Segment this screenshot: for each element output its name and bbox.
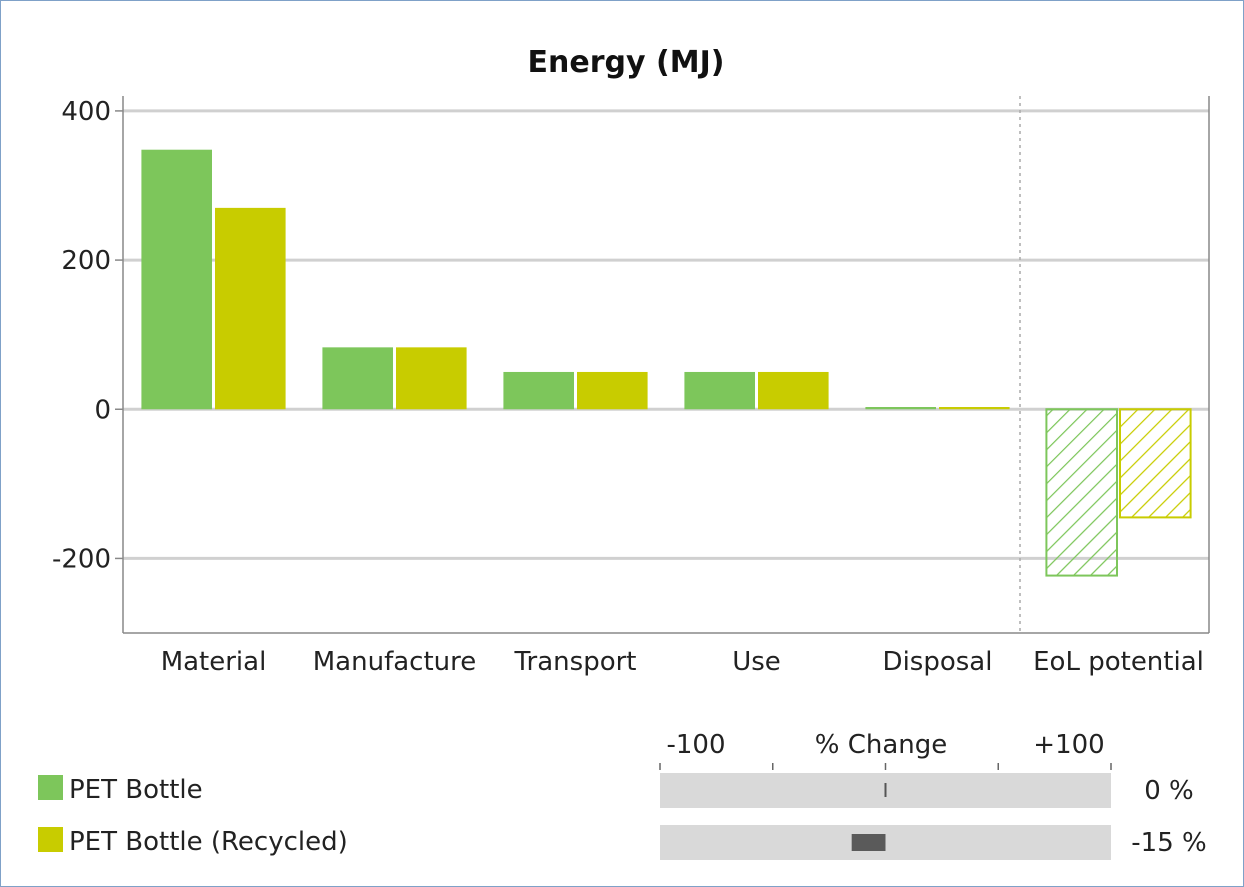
bar-use-series-1 xyxy=(758,371,829,410)
bar-manufacture-series-1 xyxy=(396,347,467,410)
legend: PET Bottle PET Bottle (Recycled) xyxy=(38,775,348,857)
bar-disposal-series-1 xyxy=(939,407,1010,410)
bar-transport-series-1 xyxy=(577,371,648,410)
ytick-label-3: 400 xyxy=(61,97,111,127)
ytick-label-1: 0 xyxy=(94,395,111,425)
bar-eol-potential-series-1 xyxy=(1119,408,1192,519)
xcat-label-3: Use xyxy=(732,647,781,677)
grid xyxy=(123,96,1209,633)
bars xyxy=(141,149,1192,577)
legend-swatch-pet-bottle xyxy=(38,775,63,800)
bar-material-series-0 xyxy=(141,149,212,410)
ytick-label-2: 200 xyxy=(61,246,111,276)
pct-min-label: -100 xyxy=(666,730,725,760)
bar-transport-series-0 xyxy=(503,371,574,410)
axes: -200 0 200 400 Material Manufacture Transport U… xyxy=(52,96,1210,677)
pct-value-0: 0 % xyxy=(1144,776,1194,806)
legend-swatch-pet-bottle-recycled xyxy=(38,827,63,852)
percent-change-panel: -100 % Change +100 0 % -15 % xyxy=(659,730,1207,860)
pct-change-label: % Change xyxy=(815,730,948,760)
bar-material-series-1 xyxy=(215,207,286,410)
xcat-label-2: Transport xyxy=(513,647,636,677)
pct-value-1: -15 % xyxy=(1131,828,1206,858)
xcat-label-4: Disposal xyxy=(883,647,993,677)
pct-track-0 xyxy=(660,773,1111,808)
xcat-label-1: Manufacture xyxy=(313,647,477,677)
bar-use-series-0 xyxy=(684,371,755,410)
chart-title: Energy (MJ) xyxy=(528,45,725,80)
pct-max-label: +100 xyxy=(1033,730,1104,760)
xcat-label-0: Material xyxy=(161,647,267,677)
xcat-label-5: EoL potential xyxy=(1033,647,1204,677)
energy-chart: Energy (MJ) -200 0 200 400 Material Manufactu… xyxy=(52,45,1210,677)
bar-disposal-series-0 xyxy=(865,407,936,410)
bar-eol-potential-series-0 xyxy=(1045,408,1119,577)
ytick-label-0: -200 xyxy=(52,544,111,574)
pct-track-1 xyxy=(660,825,1111,860)
legend-label-pet-bottle: PET Bottle xyxy=(69,775,203,805)
legend-label-pet-bottle-recycled: PET Bottle (Recycled) xyxy=(69,827,348,857)
bar-manufacture-series-0 xyxy=(322,347,393,410)
pct-bar-1 xyxy=(851,834,886,851)
